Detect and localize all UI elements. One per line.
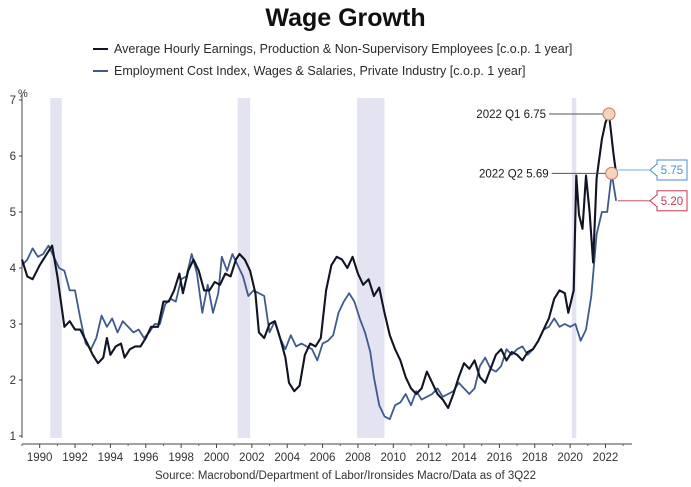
series-line-ahe (20, 112, 618, 410)
x-tick-label-2006: 2006 (310, 452, 336, 464)
legend-swatch-eci (93, 70, 108, 72)
y-tick-label-3: 3 (10, 319, 16, 331)
end-label-joint-0 (656, 165, 658, 175)
y-axis-label: % (18, 88, 28, 100)
end-label-pointer-0 (649, 162, 658, 178)
x-tick-label-2008: 2008 (345, 452, 371, 464)
y-tick-label-6: 6 (10, 151, 16, 163)
legend-label-eci: Employment Cost Index, Wages & Salaries,… (114, 64, 526, 78)
x-tick-label-1990: 1990 (27, 452, 53, 464)
x-tick-label-1994: 1994 (98, 452, 124, 464)
end-label-pointer-1 (649, 193, 658, 208)
y-tick-label-2: 2 (10, 375, 16, 387)
x-tick-label-2000: 2000 (204, 452, 230, 464)
x-tick-label-2012: 2012 (416, 452, 442, 464)
chart-title: Wage Growth (265, 4, 426, 32)
annotation-label-1: 2022 Q2 5.69 (479, 168, 549, 180)
x-tick-label-2020: 2020 (557, 452, 583, 464)
x-tick-label-2014: 2014 (451, 452, 477, 464)
y-tick-label-1: 1 (10, 431, 16, 443)
series-line-eci (21, 172, 617, 421)
source-note: Source: Macrobond/Department of Labor/Ir… (155, 470, 536, 482)
chart-legend: Average Hourly Earnings, Production & No… (93, 38, 572, 82)
x-tick-label-1998: 1998 (168, 452, 194, 464)
end-label-text-1: 5.20 (661, 196, 683, 208)
annotation-marker-0 (602, 107, 616, 121)
annotation-label-0: 2022 Q1 6.75 (476, 109, 546, 121)
x-tick-label-2018: 2018 (522, 452, 548, 464)
annotation-marker-1 (605, 166, 619, 180)
x-tick-label-2010: 2010 (381, 452, 407, 464)
x-tick-label-2022: 2022 (593, 452, 619, 464)
y-tick-label-4: 4 (10, 263, 17, 275)
legend-label-ahe: Average Hourly Earnings, Production & No… (114, 42, 573, 56)
x-tick-label-2016: 2016 (487, 452, 513, 464)
recession-band-2 (357, 98, 385, 438)
x-tick-label-1996: 1996 (133, 452, 159, 464)
y-tick-label-7: 7 (10, 95, 16, 107)
legend-swatch-ahe (93, 48, 108, 50)
x-tick-label-2002: 2002 (239, 452, 265, 464)
y-tick-label-5: 5 (10, 207, 16, 219)
x-tick-label-1992: 1992 (62, 452, 88, 464)
end-label-text-0: 5.75 (661, 165, 683, 177)
end-label-joint-1 (656, 195, 658, 206)
x-tick-label-2004: 2004 (274, 452, 300, 464)
recession-band-1 (237, 98, 251, 438)
legend-item-ahe: Average Hourly Earnings, Production & No… (93, 38, 572, 60)
legend-item-eci: Employment Cost Index, Wages & Salaries,… (93, 60, 572, 82)
